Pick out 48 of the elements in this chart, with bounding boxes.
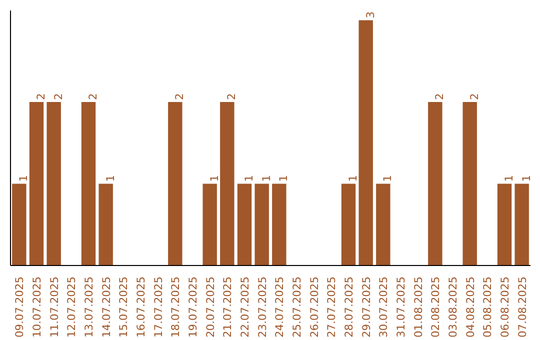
data-label: 1 (520, 174, 533, 182)
data-label: 1 (260, 174, 273, 182)
data-label: 1 (502, 174, 516, 182)
x-tick-label: 01.08.2025 (412, 276, 425, 338)
x-tick-label: 11.07.2025 (48, 276, 61, 338)
x-tick-label: 26.07.2025 (308, 276, 321, 338)
data-label: 1 (242, 174, 256, 182)
x-tick-label: 24.07.2025 (273, 276, 286, 338)
x-tick-label: 05.08.2025 (481, 276, 494, 338)
x-tick-label: 12.07.2025 (65, 276, 78, 338)
data-label: 1 (208, 174, 221, 182)
x-tick-label: 13.07.2025 (82, 276, 96, 338)
x-tick-label: 02.08.2025 (429, 276, 442, 338)
x-tick-label: 06.08.2025 (498, 276, 512, 338)
x-tick-label: 28.07.2025 (342, 276, 356, 338)
x-tick-label: 19.07.2025 (186, 276, 200, 338)
data-label: 2 (225, 93, 238, 100)
x-tick-label: 30.07.2025 (377, 276, 390, 338)
data-label: 2 (86, 93, 100, 100)
data-label: 1 (346, 174, 360, 182)
x-tick-label: 23.07.2025 (256, 276, 269, 338)
x-tick-label: 04.08.2025 (464, 276, 477, 338)
x-tick-label: 16.07.2025 (134, 276, 148, 338)
x-tick-label: 17.07.2025 (152, 276, 165, 338)
x-tick-label: 03.08.2025 (446, 276, 460, 338)
data-label: 2 (433, 93, 446, 100)
x-tick-label: 25.07.2025 (290, 276, 304, 338)
data-label: 2 (468, 93, 481, 100)
data-label: 1 (17, 174, 30, 182)
data-label: 3 (364, 12, 377, 18)
data-label: 2 (52, 93, 65, 100)
data-label: 1 (104, 174, 117, 182)
x-tick-label: 27.07.2025 (325, 276, 338, 338)
x-tick-label: 29.07.2025 (360, 276, 373, 338)
x-tick-label: 21.07.2025 (221, 276, 234, 338)
x-tick-label: 14.07.2025 (100, 276, 113, 338)
x-tick-label: 10.07.2025 (30, 276, 44, 338)
data-label: 1 (381, 174, 394, 182)
data-label: 1 (277, 174, 290, 182)
x-tick-label: 07.08.2025 (516, 276, 529, 338)
x-tick-label: 15.07.2025 (117, 276, 130, 338)
x-tick-label: 31.07.2025 (394, 276, 408, 338)
x-tick-label: 20.07.2025 (204, 276, 217, 338)
data-label: 2 (34, 93, 48, 100)
x-tick-label: 09.07.2025 (13, 276, 26, 338)
data-label: 2 (173, 93, 186, 100)
x-tick-label: 22.07.2025 (238, 276, 252, 338)
x-tick-label: 18.07.2025 (169, 276, 182, 338)
